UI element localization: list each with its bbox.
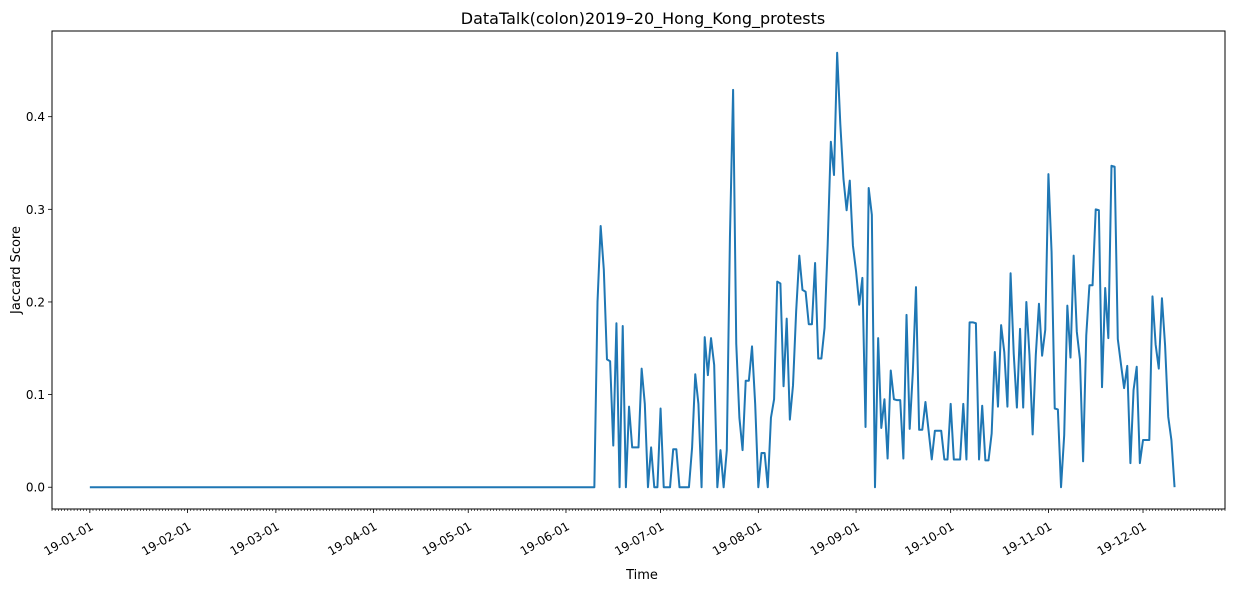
x-tick-label: 19-09-01 bbox=[808, 519, 862, 558]
x-axis: 19-01-01 19-02-01 19-03-01 19-04-01 19-05-01… bbox=[42, 509, 1226, 558]
y-tick-label: 0.3 bbox=[26, 203, 45, 217]
x-tick-label: 19-08-01 bbox=[710, 519, 764, 558]
x-tick-label: 19-10-01 bbox=[902, 519, 956, 558]
x-tick-label: 19-06-01 bbox=[518, 519, 572, 558]
x-tick-label: 19-11-01 bbox=[1000, 519, 1054, 558]
x-tick-label: 19-02-01 bbox=[139, 519, 193, 558]
x-tick-label: 19-03-01 bbox=[228, 519, 282, 558]
x-tick-label: 19-05-01 bbox=[420, 519, 474, 558]
x-axis-label: Time bbox=[625, 568, 658, 583]
y-tick-label: 0.0 bbox=[26, 481, 45, 495]
y-tick-label: 0.4 bbox=[26, 110, 45, 124]
x-tick-label: 19-04-01 bbox=[325, 519, 379, 558]
chart-title: DataTalk(colon)2019–20_Hong_Kong_protest… bbox=[461, 9, 826, 29]
y-tick-label: 0.1 bbox=[26, 388, 45, 402]
y-axis: 0.0 0.1 0.2 0.3 0.4 bbox=[26, 110, 52, 495]
series-layer bbox=[89, 51, 1176, 489]
x-tick-label: 19-07-01 bbox=[612, 519, 666, 558]
x-tick-label: 19-01-01 bbox=[42, 519, 96, 558]
x-tick-label: 19-12-01 bbox=[1095, 519, 1149, 558]
series-line bbox=[89, 51, 1176, 489]
y-axis-label: Jaccard Score bbox=[9, 226, 24, 315]
y-tick-label: 0.2 bbox=[26, 295, 45, 309]
